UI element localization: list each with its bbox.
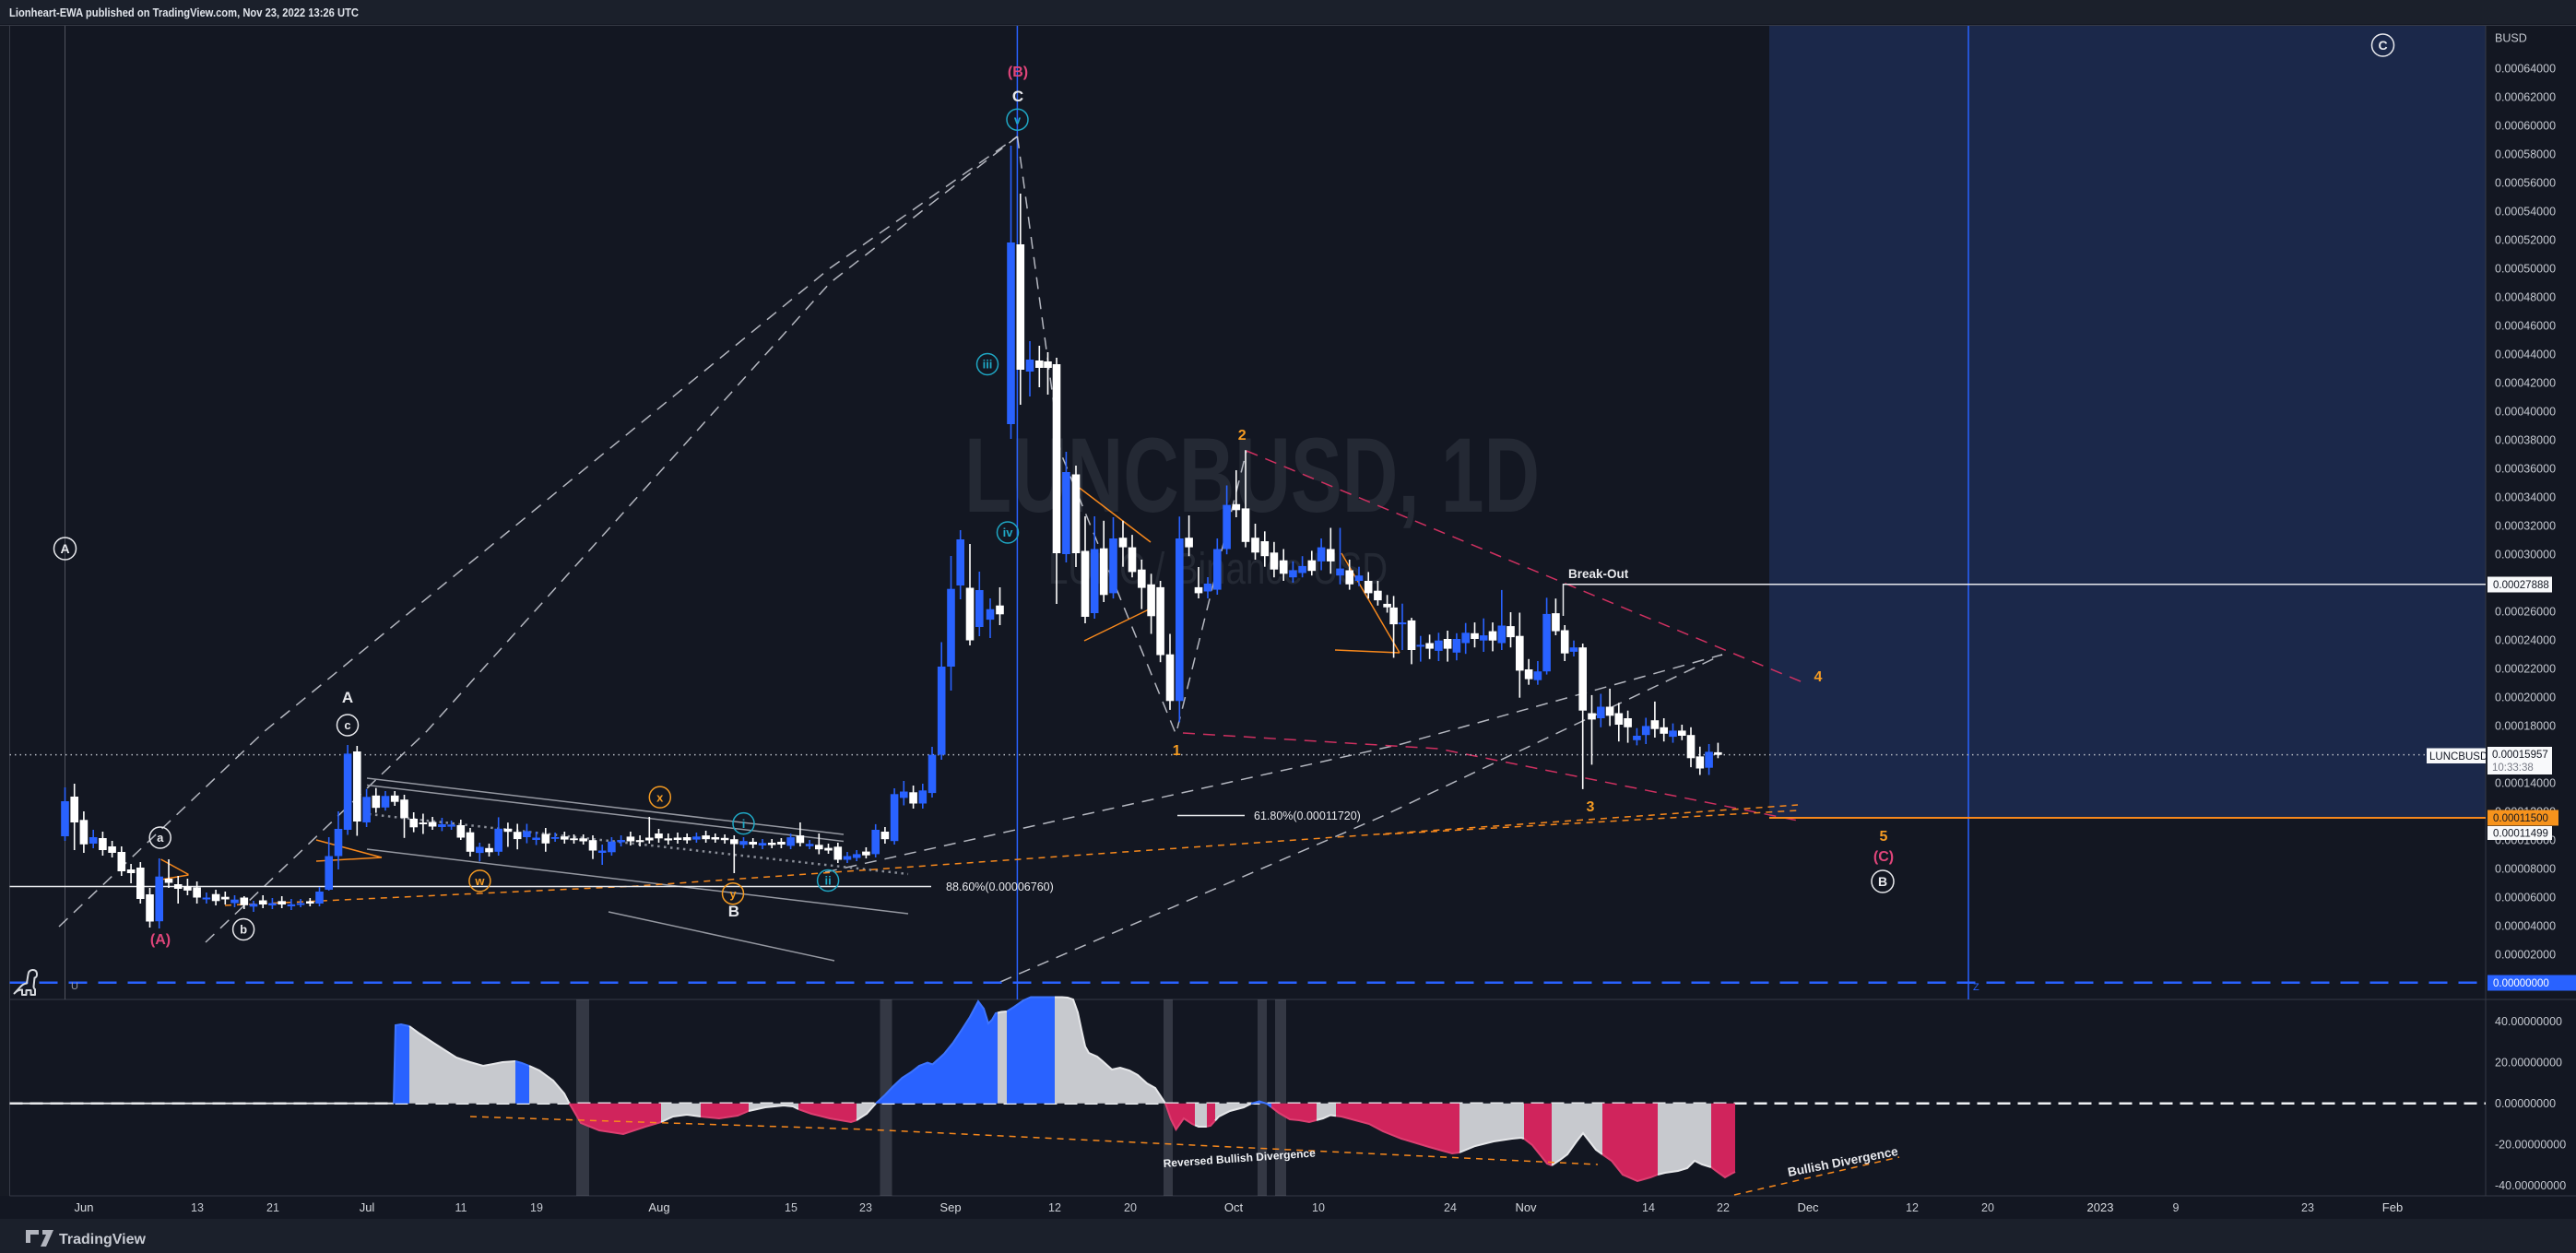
svg-text:B: B xyxy=(728,903,739,920)
svg-text:0.00000000: 0.00000000 xyxy=(2493,978,2549,989)
svg-text:v: v xyxy=(1014,112,1022,126)
svg-text:10: 10 xyxy=(1312,1201,1325,1214)
svg-text:0.00011499: 0.00011499 xyxy=(2493,829,2548,840)
svg-text:2023: 2023 xyxy=(2087,1200,2114,1214)
svg-text:20: 20 xyxy=(1124,1201,1137,1214)
svg-text:0.00004000: 0.00004000 xyxy=(2495,920,2556,933)
svg-text:0.00026000: 0.00026000 xyxy=(2495,606,2556,619)
svg-text:0.00042000: 0.00042000 xyxy=(2495,377,2556,390)
svg-text:C: C xyxy=(1012,88,1023,105)
svg-text:19: 19 xyxy=(530,1201,543,1214)
svg-text:x: x xyxy=(656,790,664,804)
svg-text:A: A xyxy=(60,541,69,556)
svg-text:0.00048000: 0.00048000 xyxy=(2495,291,2556,304)
svg-text:A: A xyxy=(342,689,353,706)
svg-text:40.00000000: 40.00000000 xyxy=(2495,1015,2562,1028)
svg-text:a: a xyxy=(157,831,164,845)
svg-text:0.00008000: 0.00008000 xyxy=(2495,863,2556,876)
svg-text:12: 12 xyxy=(1048,1201,1061,1214)
svg-text:0.00040000: 0.00040000 xyxy=(2495,406,2556,419)
svg-text:(B): (B) xyxy=(1008,65,1028,80)
svg-text:Nov: Nov xyxy=(1515,1200,1537,1214)
svg-text:Lionheart-EWA published on Tra: Lionheart-EWA published on TradingView.c… xyxy=(9,6,359,19)
svg-text:-40.00000000: -40.00000000 xyxy=(2495,1179,2566,1192)
svg-text:5: 5 xyxy=(1880,829,1888,845)
svg-text:24: 24 xyxy=(1444,1201,1457,1214)
svg-text:0.00032000: 0.00032000 xyxy=(2495,520,2556,533)
svg-text:Feb: Feb xyxy=(2382,1200,2403,1214)
svg-text:0.00034000: 0.00034000 xyxy=(2495,491,2556,504)
svg-text:0.00058000: 0.00058000 xyxy=(2495,148,2556,161)
svg-text:0.00002000: 0.00002000 xyxy=(2495,949,2556,962)
svg-text:i: i xyxy=(742,817,746,831)
svg-text:ii: ii xyxy=(824,874,831,888)
svg-text:Aug: Aug xyxy=(648,1200,669,1214)
svg-text:y: y xyxy=(729,887,737,901)
svg-text:0.00064000: 0.00064000 xyxy=(2495,63,2556,76)
svg-text:20.00000000: 20.00000000 xyxy=(2495,1057,2562,1070)
svg-text:0.00030000: 0.00030000 xyxy=(2495,549,2556,561)
svg-text:0.00027888: 0.00027888 xyxy=(2493,580,2549,591)
svg-text:11: 11 xyxy=(455,1201,467,1214)
svg-text:Dec: Dec xyxy=(1797,1200,1819,1214)
svg-text:0.00011500: 0.00011500 xyxy=(2493,813,2548,824)
svg-text:0.00036000: 0.00036000 xyxy=(2495,463,2556,476)
svg-text:iv: iv xyxy=(1003,526,1014,539)
svg-text:0.00020000: 0.00020000 xyxy=(2495,692,2556,704)
svg-text:LUNCBUSD, 1D: LUNCBUSD, 1D xyxy=(964,417,1540,535)
svg-text:23: 23 xyxy=(859,1201,872,1214)
svg-text:22: 22 xyxy=(1717,1201,1730,1214)
svg-text:61.80%(0.00011720): 61.80%(0.00011720) xyxy=(1254,810,1361,822)
svg-text:13: 13 xyxy=(191,1201,204,1214)
svg-text:iii: iii xyxy=(983,358,993,372)
svg-text:0.00046000: 0.00046000 xyxy=(2495,320,2556,333)
svg-text:0.00006000: 0.00006000 xyxy=(2495,892,2556,904)
svg-text:LUNCBUSD: LUNCBUSD xyxy=(2429,751,2487,762)
svg-text:c: c xyxy=(344,718,350,732)
svg-text:23: 23 xyxy=(2301,1201,2314,1214)
svg-text:BUSD: BUSD xyxy=(2495,32,2527,45)
svg-text:0.00056000: 0.00056000 xyxy=(2495,177,2556,190)
svg-text:0.00062000: 0.00062000 xyxy=(2495,91,2556,104)
svg-text:B: B xyxy=(1878,874,1887,889)
svg-text:20: 20 xyxy=(1981,1201,1994,1214)
svg-text:(A): (A) xyxy=(150,932,171,948)
svg-text:0.00022000: 0.00022000 xyxy=(2495,663,2556,676)
svg-text:14: 14 xyxy=(1642,1201,1655,1214)
svg-text:0.00018000: 0.00018000 xyxy=(2495,720,2556,733)
svg-text:w: w xyxy=(474,874,485,888)
svg-text:Sep: Sep xyxy=(939,1200,961,1214)
svg-text:Jul: Jul xyxy=(360,1200,375,1214)
svg-text:88.60%(0.00006760): 88.60%(0.00006760) xyxy=(946,881,1054,893)
svg-text:21: 21 xyxy=(266,1201,279,1214)
svg-text:0.00060000: 0.00060000 xyxy=(2495,120,2556,133)
svg-text:10:33:38: 10:33:38 xyxy=(2492,762,2534,774)
svg-text:0.00052000: 0.00052000 xyxy=(2495,234,2556,247)
svg-text:C: C xyxy=(2378,38,2387,53)
svg-text:1: 1 xyxy=(1173,743,1181,759)
svg-text:4: 4 xyxy=(1814,669,1823,685)
svg-text:b: b xyxy=(240,923,247,937)
svg-text:Z: Z xyxy=(1973,982,1979,993)
svg-text:0.00024000: 0.00024000 xyxy=(2495,634,2556,647)
svg-text:0.00044000: 0.00044000 xyxy=(2495,349,2556,361)
svg-text:Oct: Oct xyxy=(1224,1200,1244,1214)
svg-text:0.00054000: 0.00054000 xyxy=(2495,206,2556,219)
svg-text:0.00000000: 0.00000000 xyxy=(2495,1097,2556,1110)
svg-text:0.00015957: 0.00015957 xyxy=(2492,750,2548,761)
svg-text:-20.00000000: -20.00000000 xyxy=(2495,1139,2566,1152)
svg-text:12: 12 xyxy=(1906,1201,1919,1214)
svg-text:3: 3 xyxy=(1586,799,1594,815)
svg-text:0.00014000: 0.00014000 xyxy=(2495,777,2556,790)
svg-text:(C): (C) xyxy=(1873,849,1894,865)
svg-text:0.00050000: 0.00050000 xyxy=(2495,263,2556,276)
svg-text:2: 2 xyxy=(1238,428,1247,443)
svg-text:15: 15 xyxy=(785,1201,798,1214)
svg-text:TradingView: TradingView xyxy=(59,1232,147,1247)
svg-text:Jun: Jun xyxy=(75,1200,94,1214)
svg-text:0.00038000: 0.00038000 xyxy=(2495,434,2556,447)
svg-text:Break-Out: Break-Out xyxy=(1568,567,1629,581)
svg-text:9: 9 xyxy=(2173,1201,2180,1214)
svg-text:U: U xyxy=(71,981,78,992)
